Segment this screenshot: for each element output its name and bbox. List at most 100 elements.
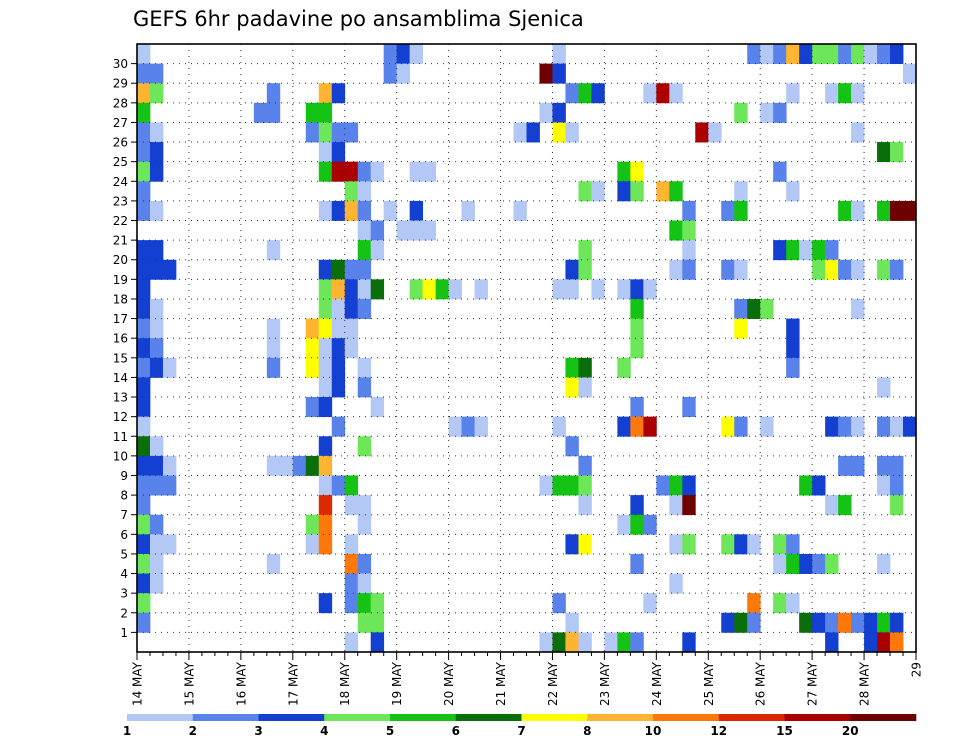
heatmap-cell <box>565 83 579 104</box>
heatmap-cell <box>734 181 748 202</box>
heatmap-cell <box>565 612 579 633</box>
heatmap-cell <box>903 200 917 221</box>
heatmap-cell <box>370 612 385 633</box>
colorbar-swatch <box>127 714 194 721</box>
heatmap-cell <box>799 44 813 65</box>
y-tick-label: 3 <box>120 587 128 601</box>
heatmap-cell <box>137 514 151 535</box>
colorbar-swatch <box>390 714 457 721</box>
heatmap-cell <box>825 553 839 574</box>
heatmap-cell <box>149 318 164 339</box>
y-tick-label: 10 <box>113 449 128 463</box>
heatmap-cell <box>149 259 164 280</box>
heatmap-cell <box>318 514 333 535</box>
heatmap-cell <box>331 279 346 300</box>
heatmap-cell <box>266 240 281 261</box>
heatmap-cell <box>721 416 735 437</box>
y-tick-label: 15 <box>113 351 128 365</box>
heatmap-cell <box>851 83 865 104</box>
heatmap-cell <box>344 338 359 359</box>
heatmap-cell <box>318 593 333 614</box>
colorbar-swatch <box>850 714 917 721</box>
heatmap-cell <box>591 181 605 202</box>
heatmap-cell <box>266 553 281 574</box>
heatmap-cell <box>331 122 346 143</box>
heatmap-cell <box>344 122 359 143</box>
heatmap-cell <box>162 534 177 555</box>
heatmap-cell <box>331 142 346 163</box>
heatmap-cell <box>565 259 579 280</box>
heatmap-cell <box>773 593 787 614</box>
heatmap-cell <box>578 495 592 516</box>
heatmap-cell <box>630 495 644 516</box>
x-tick-label: 17 MAY <box>286 661 300 706</box>
colorbar-swatch <box>324 714 391 721</box>
heatmap-cell <box>851 200 865 221</box>
heatmap-cell <box>344 200 359 221</box>
x-tick-label: 27 MAY <box>806 661 820 706</box>
heatmap-cell <box>773 161 787 182</box>
heatmap-cell <box>137 63 151 84</box>
heatmap-cell <box>539 63 553 84</box>
heatmap-cell <box>552 44 566 65</box>
heatmap-cell <box>786 181 800 202</box>
heatmap-cell <box>149 534 164 555</box>
heatmap-cell <box>137 318 151 339</box>
heatmap-cell <box>357 220 372 241</box>
heatmap-cell <box>877 632 891 653</box>
heatmap-cell <box>786 44 800 65</box>
heatmap-cell <box>266 102 281 123</box>
heatmap-cell <box>578 259 592 280</box>
heatmap-cell <box>578 83 592 104</box>
heatmap-cell <box>552 632 566 653</box>
heatmap-cell <box>734 298 748 319</box>
heatmap-cell <box>318 298 333 319</box>
heatmap-cell <box>539 102 553 123</box>
heatmap-cell <box>149 455 164 476</box>
colorbar-swatch <box>784 714 851 721</box>
colorbar-label: 1 <box>123 724 131 738</box>
heatmap-cell <box>591 279 605 300</box>
heatmap-cell <box>786 553 800 574</box>
heatmap-cell <box>513 122 527 143</box>
heatmap-cell <box>864 612 878 633</box>
heatmap-cell <box>331 200 346 221</box>
colorbar-swatch <box>192 714 259 721</box>
heatmap-cell <box>137 495 151 516</box>
heatmap-cell <box>682 495 696 516</box>
heatmap-cell <box>565 534 579 555</box>
heatmap-cell <box>266 357 281 378</box>
heatmap-cell <box>617 357 631 378</box>
y-tick-label: 6 <box>120 528 128 542</box>
heatmap-cell <box>318 397 333 418</box>
heatmap-cell <box>903 63 917 84</box>
heatmap-cell <box>656 181 670 202</box>
heatmap-cell <box>890 495 904 516</box>
heatmap-cell <box>422 279 437 300</box>
heatmap-cell <box>137 553 151 574</box>
heatmap-cell <box>137 612 151 633</box>
heatmap-cell <box>435 279 449 300</box>
heatmap-cell <box>318 475 333 496</box>
heatmap-cell <box>786 534 800 555</box>
heatmap-cell <box>578 632 592 653</box>
heatmap-cell <box>266 83 281 104</box>
heatmap-cell <box>137 44 151 65</box>
heatmap-cell <box>630 338 644 359</box>
heatmap-cell <box>578 181 592 202</box>
heatmap-cell <box>344 573 359 594</box>
heatmap-cell <box>357 495 372 516</box>
heatmap-cell <box>383 44 398 65</box>
heatmap-cell <box>370 161 385 182</box>
heatmap-cell <box>292 455 307 476</box>
heatmap-cell <box>409 200 424 221</box>
heatmap-cell <box>137 338 151 359</box>
y-tick-label: 22 <box>113 214 128 228</box>
y-tick-label: 23 <box>113 194 128 208</box>
heatmap-cell <box>760 298 774 319</box>
heatmap-cell <box>734 102 748 123</box>
heatmap-cell <box>786 357 800 378</box>
heatmap-cell <box>760 102 774 123</box>
y-tick-label: 21 <box>113 234 128 248</box>
x-tick-label: 24 MAY <box>650 661 664 706</box>
